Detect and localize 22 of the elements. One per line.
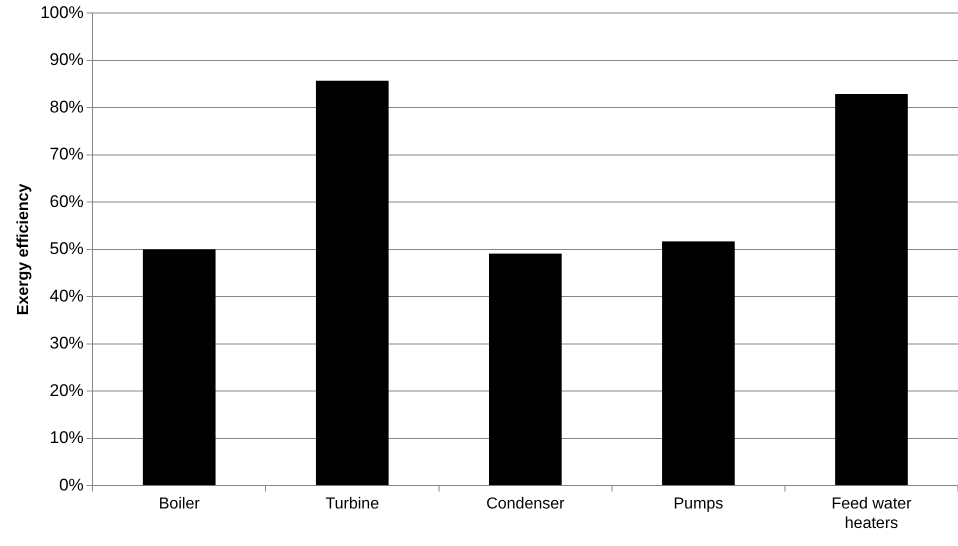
x-tick-label: Pumps [674, 496, 724, 513]
bar [488, 254, 562, 486]
y-tick-label: 10% [50, 428, 84, 448]
x-tick-label: Turbine [325, 496, 380, 513]
x-tick-label: Boiler [158, 496, 200, 513]
y-tick-label: 30% [50, 334, 84, 353]
y-tick-label: 80% [50, 97, 84, 116]
y-tick-label: 20% [50, 380, 84, 400]
y-tick-label: 40% [50, 286, 84, 306]
bar [142, 249, 216, 486]
bar [835, 94, 908, 486]
y-axis-title: Exergy efficiency [15, 183, 32, 316]
x-tick-label: Condenser [486, 496, 566, 513]
y-tick-label: 90% [50, 50, 84, 70]
y-tick-label: 60% [50, 192, 84, 211]
bar [316, 80, 389, 486]
y-tick-label: 50% [50, 239, 84, 258]
y-tick-label: 0% [59, 475, 84, 494]
y-tick-label: 100% [40, 2, 84, 22]
x-tick-label: Feed water heaters [831, 496, 912, 532]
y-tick-label: 70% [50, 144, 84, 164]
bar [662, 241, 735, 486]
